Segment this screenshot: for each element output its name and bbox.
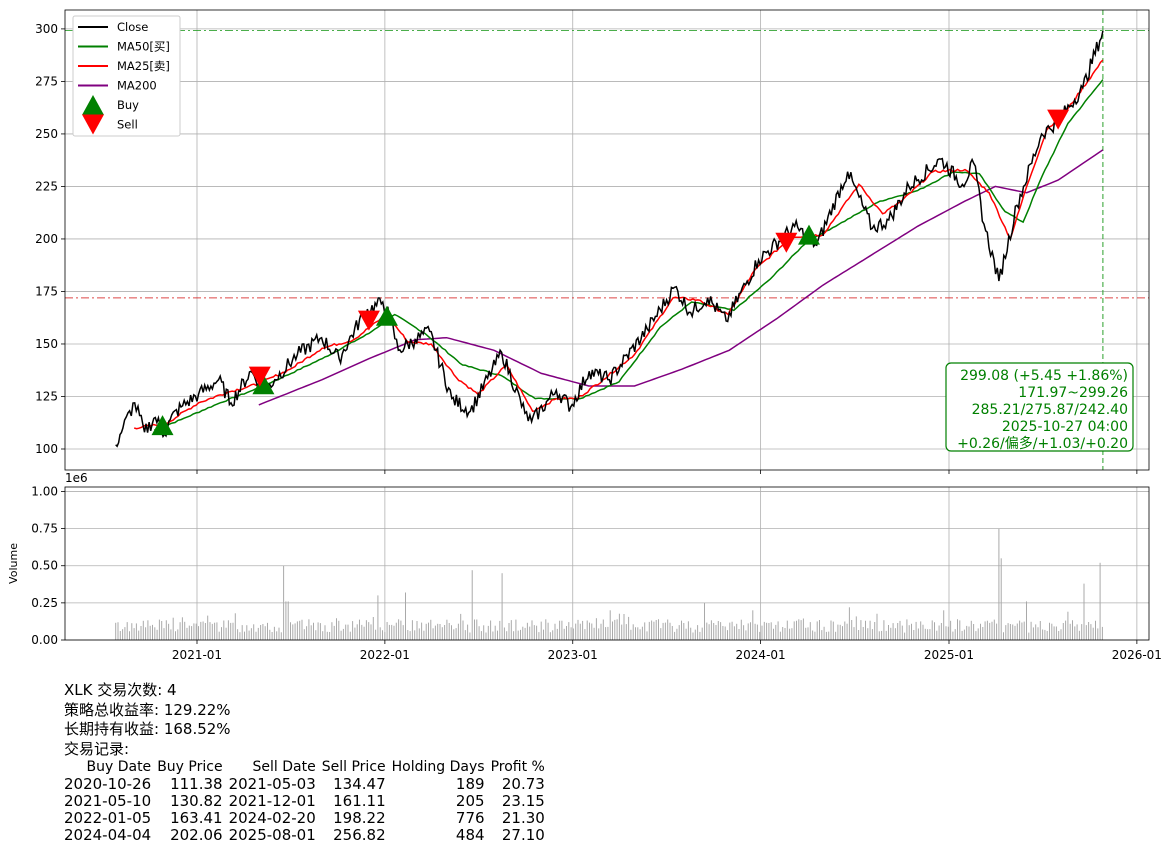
total-return-line: 策略总收益率: 129.22% [64,700,231,719]
price-panel: 100 125 150 175 200 225 250 275 300 Close MA50[买] M… [35,9,1150,474]
cell: 21.30 [501,809,545,827]
cell: 2021-12-01 [228,792,316,810]
trade-table: Buy Date Buy Price Sell Date Sell Price … [64,759,548,844]
cell: 198.22 [333,809,386,827]
col-buy-price: Buy Price [157,759,223,775]
price-y-tick-label: 275 [35,74,58,88]
x-tick-label: 2024-01 [736,648,786,662]
table-row: 2024-04-04 202.06 2025-08-01 256.82 484 … [64,827,548,844]
cell: 2025-08-01 [228,826,316,844]
info-box-frame [945,362,1134,452]
cell: 161.11 [333,792,386,810]
col-sell-date: Sell Date [252,759,316,775]
legend-label: Sell [117,118,138,132]
cell: 163.41 [170,809,223,827]
sell-marker [357,310,380,331]
cell: 2024-04-04 [64,826,152,844]
cell: 202.06 [170,826,223,844]
buy-marker [252,374,275,395]
cell: 2020-10-26 [64,775,152,793]
sell-marker [1047,109,1070,130]
volume-y-tick-label: 0.00 [31,633,58,647]
legend-label: MA50[买] [117,40,170,54]
volume-axis-label: Volume [7,543,20,584]
info-box: 299.08 (+5.45 +1.86%)171.97~299.26285.21… [945,362,1134,452]
legend: Close MA50[买] MA25[卖] MA200 Buy Sell [72,15,181,137]
ma200-line [258,149,1104,406]
price-frame [64,9,1150,471]
x-tick-label: 2022-01 [360,648,410,662]
volume-y-tick-label: 0.25 [31,596,58,610]
x-tick-label: 2023-01 [548,648,598,662]
buy-marker [375,305,398,326]
info-box-line: 285.21/275.87/242.40 [972,402,1128,418]
volume-y-tick-label: 0.75 [31,522,58,536]
info-box-line: +0.26/偏多/+1.03/+0.20 [957,435,1128,452]
volume-frame [64,486,1150,641]
x-tick-label: 2025-01 [924,648,974,662]
price-y-tick-label: 100 [35,442,58,456]
x-tick-label: 2026-01 [1112,648,1162,662]
legend-buy-icon [82,95,104,115]
buy-marker [151,415,174,436]
volume-scale-label: 1e6 [65,471,88,485]
ma50-line [154,79,1104,431]
cell: 776 [455,809,485,827]
records-title: 交易记录: [64,739,130,758]
legend-label: MA25[卖] [117,59,170,73]
cell: 2022-01-05 [64,809,152,827]
volume-plot-area [65,487,1149,640]
volume-y-tick-label: 1.00 [31,484,58,498]
close-line [115,30,1104,448]
price-y-tick-label: 125 [35,389,58,403]
sell-marker [248,366,271,387]
cell: 23.15 [501,792,545,810]
volume-panel: 0.00 0.25 0.50 0.75 1.00 2021-01 2022-01 2023-0… [7,471,1162,662]
cell: 256.82 [333,826,386,844]
price-y-tick-label: 175 [35,284,58,298]
trade-count-line: XLK 交易次数: 4 [64,681,177,699]
cell: 111.38 [170,775,223,793]
col-sell-price: Sell Price [321,759,386,775]
cell: 20.73 [501,775,545,793]
price-y-tick-label: 250 [35,127,58,141]
cell: 189 [455,775,485,793]
info-box-line: 2025-10-27 04:00 [1002,419,1128,435]
volume-y-tick-label: 0.50 [31,559,58,573]
backtest-report: XLK 交易次数: 4 策略总收益率: 129.22% 长期持有收益: 168.… [64,681,548,844]
hold-return-line: 长期持有收益: 168.52% [64,720,231,738]
cell: 2024-02-20 [228,809,316,827]
sell-marker [775,232,798,253]
col-profit: Profit % [490,759,545,775]
cell: 2021-05-10 [64,792,152,810]
legend-label: Close [117,20,148,34]
legend-label: MA200 [117,79,157,93]
cell: 134.47 [333,775,386,793]
trade-table-header: Buy Date Buy Price Sell Date Sell Price … [64,759,548,776]
info-box-line: 299.08 (+5.45 +1.86%) [960,368,1128,384]
x-tick-label: 2021-01 [172,648,222,662]
cell: 27.10 [501,826,545,844]
col-buy-date: Buy Date [86,759,152,775]
price-y-tick-label: 225 [35,179,58,193]
cell: 205 [455,792,485,810]
price-y-tick-label: 300 [35,22,58,36]
chart-figure: 100 125 150 175 200 225 250 275 300 Close MA50[买] M… [7,9,1162,662]
price-y-tick-label: 200 [35,232,58,246]
cell: 130.82 [170,792,223,810]
cell: 2021-05-03 [228,775,316,793]
table-row: 2021-05-10 130.82 2021-12-01 161.11 205 … [64,793,548,810]
cell: 484 [455,826,485,844]
buy-marker [797,224,820,245]
table-row: 2020-10-26 111.38 2021-05-03 134.47 189 … [64,776,548,793]
info-box-line: 171.97~299.26 [1018,385,1128,401]
col-holding-days: Holding Days [391,759,485,775]
legend-label: Buy [117,98,139,112]
table-row: 2022-01-05 163.41 2024-02-20 198.22 776 … [64,810,548,827]
price-y-tick-label: 150 [35,337,58,351]
legend-sell-icon [82,114,104,135]
